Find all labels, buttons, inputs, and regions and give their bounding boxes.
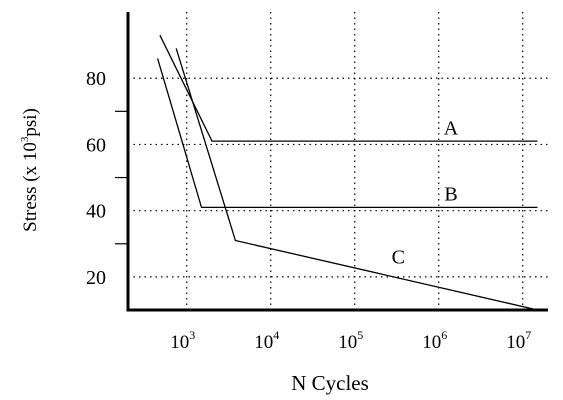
series-label-c: C	[392, 247, 405, 269]
series-line-b	[156, 58, 538, 209]
series-labels: A B C	[392, 118, 459, 269]
y-tick-label-2: 60	[86, 134, 106, 156]
tick-labels: 103 104 105 106 107 20 40 60 80	[86, 68, 531, 353]
grid-lines	[128, 12, 548, 310]
y-axis-title: Stress (x 103psi)	[19, 108, 41, 232]
series-label-b: B	[444, 184, 457, 206]
series-line-c	[175, 48, 538, 311]
y-tick-label-1: 40	[86, 201, 106, 223]
tick-marks	[115, 110, 128, 245]
series-line-a	[159, 34, 538, 142]
y-tick-label-0: 20	[86, 267, 106, 289]
x-axis-title: N Cycles	[291, 371, 369, 395]
series-label-a: A	[444, 118, 459, 140]
x-tick-label-2: 105	[338, 328, 363, 353]
x-tick-label-0: 103	[170, 328, 195, 353]
series-lines	[156, 34, 538, 311]
y-axis-title-superscript: 3	[19, 136, 31, 142]
x-tick-label-4: 107	[506, 328, 531, 353]
x-tick-label-3: 106	[422, 328, 447, 353]
axes	[126, 12, 548, 312]
y-tick-label-3: 80	[86, 68, 106, 90]
x-tick-label-1: 104	[254, 328, 279, 353]
